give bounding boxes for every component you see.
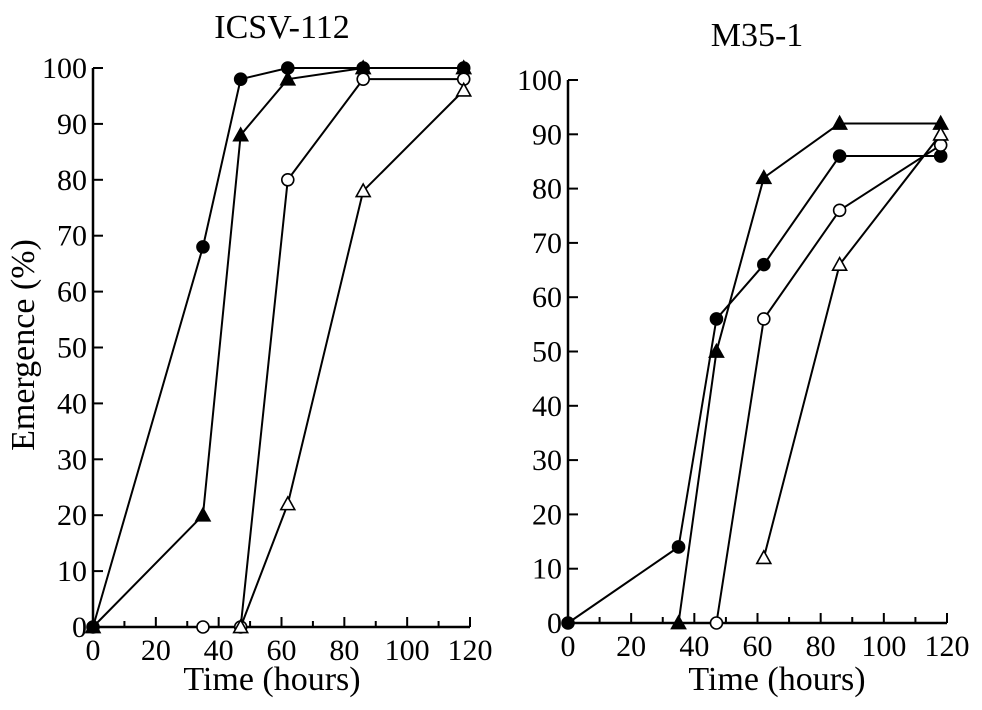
data-point-filled-circle xyxy=(196,240,210,254)
data-point-filled-triangle xyxy=(670,614,687,630)
data-point-open-circle xyxy=(280,173,295,187)
y-tick-label: 0 xyxy=(72,611,87,644)
data-point-filled-circle xyxy=(561,616,575,630)
series-line-filled-triangle xyxy=(92,67,464,628)
x-tick-label: 120 xyxy=(448,634,493,667)
y-tick-label: 50 xyxy=(532,336,562,369)
y-tick-label: 30 xyxy=(57,443,87,476)
x-tick-label: 60 xyxy=(743,630,773,663)
data-point-filled-circle xyxy=(233,72,248,86)
y-tick-label: 40 xyxy=(532,390,562,423)
series-filled-triangle xyxy=(670,114,950,630)
data-point-open-triangle xyxy=(232,618,250,634)
data-point-open-triangle xyxy=(755,549,773,565)
series-open-triangle xyxy=(232,81,473,634)
data-point-filled-circle xyxy=(671,540,686,554)
x-tick-label: 40 xyxy=(204,634,234,667)
data-point-open-triangle xyxy=(831,255,848,272)
y-tick-label: 80 xyxy=(532,173,562,206)
y-tick-label: 90 xyxy=(532,118,562,151)
data-point-open-circle xyxy=(832,203,847,218)
data-point-filled-triangle xyxy=(194,506,212,522)
data-point-filled-triangle xyxy=(708,342,725,358)
x-tick-label: 0 xyxy=(561,630,576,663)
data-point-open-circle xyxy=(757,312,771,326)
series-filled-triangle xyxy=(84,59,473,634)
data-point-open-circle xyxy=(356,72,370,86)
chart-title: ICSV-112 xyxy=(214,9,349,46)
x-tick-label: 100 xyxy=(861,630,906,663)
y-axis-label: Emergence (%) xyxy=(5,239,42,451)
data-point-filled-triangle xyxy=(279,70,297,86)
x-tick-label: 40 xyxy=(679,630,709,663)
y-tick-label: 100 xyxy=(42,52,87,85)
y-tick-label: 60 xyxy=(57,276,87,309)
y-tick-label: 60 xyxy=(532,281,562,314)
series-line-open-triangle xyxy=(762,133,942,559)
data-point-filled-triangle xyxy=(755,169,773,185)
data-point-filled-circle xyxy=(709,312,724,326)
data-point-filled-triangle xyxy=(232,126,250,142)
y-tick-label: 0 xyxy=(547,607,562,640)
series-line-open-circle xyxy=(715,144,942,624)
series-line-filled-circle xyxy=(92,67,464,628)
x-tick-label: 60 xyxy=(267,634,297,667)
series-open-circle xyxy=(709,138,948,630)
x-tick-label: 0 xyxy=(86,634,101,667)
x-axis-label: Time (hours) xyxy=(688,661,865,698)
series-filled-circle xyxy=(86,61,471,634)
data-point-open-triangle xyxy=(354,182,372,198)
data-point-open-triangle xyxy=(279,495,297,511)
x-tick-label: 100 xyxy=(385,634,430,667)
data-point-open-triangle xyxy=(455,81,473,97)
panel-m35-1: M35-1 0 10 20 30 40 50 60 70 80 90 100 0 20 40 60 80 100 1… xyxy=(517,17,970,698)
data-point-filled-triangle xyxy=(831,114,848,130)
data-point-filled-circle xyxy=(832,149,847,163)
data-point-open-circle xyxy=(196,620,210,634)
y-tick-label: 70 xyxy=(57,220,87,253)
y-tick-label: 20 xyxy=(57,499,87,532)
data-point-open-circle xyxy=(709,616,724,630)
y-tick-label: 10 xyxy=(532,553,562,586)
x-tick-label: 80 xyxy=(806,630,836,663)
series-line-open-triangle xyxy=(239,89,465,628)
x-tick-label: 20 xyxy=(141,634,171,667)
y-tick-label: 20 xyxy=(532,498,562,531)
x-tick-label: 120 xyxy=(925,630,970,663)
data-point-filled-circle xyxy=(757,257,771,272)
chart-title: M35-1 xyxy=(711,17,804,54)
x-tick-label: 20 xyxy=(616,630,646,663)
series-open-triangle xyxy=(755,125,950,565)
y-tick-label: 90 xyxy=(57,108,87,141)
y-tick-label: 80 xyxy=(57,164,87,197)
x-axis-label: Time (hours) xyxy=(183,661,360,698)
panel-icsv-112: ICSV-112 0 10 20 30 40 50 60 70 80 90 100 0 20 40 60 80 1… xyxy=(5,9,493,698)
y-tick-label: 30 xyxy=(532,444,562,477)
data-point-filled-triangle xyxy=(84,618,102,634)
series-line-open-circle xyxy=(202,78,464,628)
y-tick-label: 100 xyxy=(517,64,562,97)
y-tick-label: 10 xyxy=(57,555,87,588)
data-point-open-triangle xyxy=(932,125,950,141)
y-tick-label: 50 xyxy=(57,332,87,365)
x-tick-label: 80 xyxy=(329,634,359,667)
series-line-filled-circle xyxy=(567,155,941,624)
series-filled-circle xyxy=(561,149,948,630)
y-tick-label: 70 xyxy=(532,227,562,260)
y-tick-label: 40 xyxy=(57,387,87,420)
